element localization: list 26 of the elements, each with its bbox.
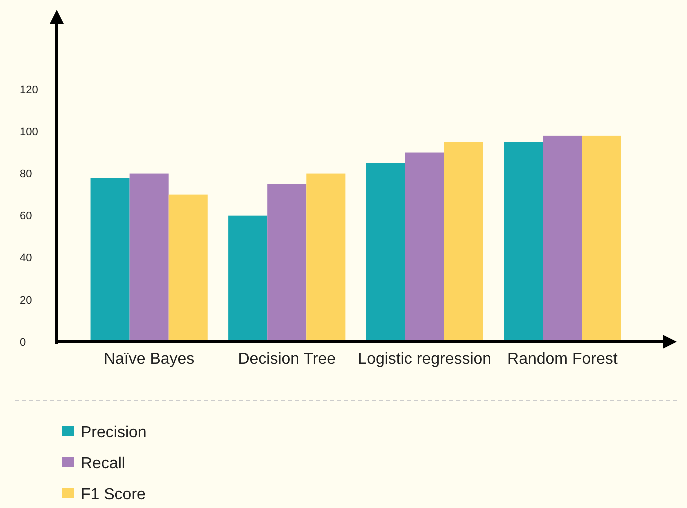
y-tick-label: 20 xyxy=(20,294,32,307)
x-tick-label: Decision Tree xyxy=(238,351,336,368)
y-tick-label: 100 xyxy=(20,126,38,139)
y-tick-label: 60 xyxy=(20,210,32,223)
y-tick-label: 80 xyxy=(20,168,32,181)
x-tick-label: Logistic regression xyxy=(358,351,492,368)
bar xyxy=(228,216,268,342)
bar xyxy=(90,178,130,342)
x-tick-label: Naïve Bayes xyxy=(104,351,195,368)
bar xyxy=(405,152,444,342)
bar xyxy=(168,194,208,342)
bar xyxy=(543,136,582,342)
bar xyxy=(268,184,307,342)
y-tick-label: 120 xyxy=(20,84,38,97)
legend-label: F1 Score xyxy=(81,486,146,504)
bar xyxy=(504,142,544,342)
y-tick-label: 0 xyxy=(20,336,26,349)
bar xyxy=(582,136,622,342)
y-tick-label: 40 xyxy=(20,252,32,265)
bar xyxy=(130,174,169,342)
bar xyxy=(306,174,346,342)
bar xyxy=(366,163,406,342)
legend-label: Recall xyxy=(81,456,126,473)
bar xyxy=(444,142,484,342)
x-tick-label: Random Forest xyxy=(508,351,618,368)
legend-label: Precision xyxy=(81,424,147,442)
